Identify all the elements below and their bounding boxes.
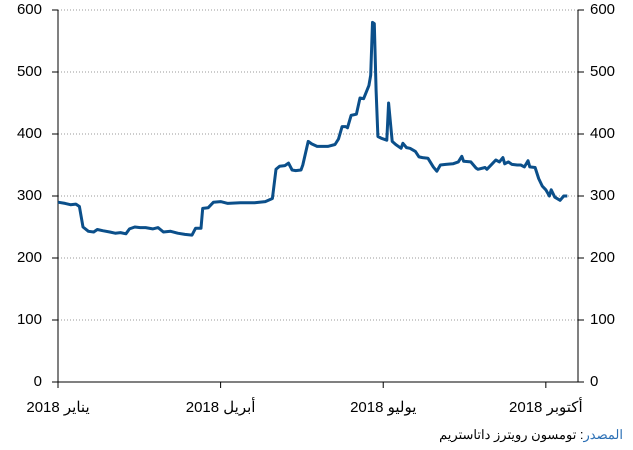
y-tick-label: 500 (17, 63, 42, 80)
line (57, 20, 568, 237)
source: المصدر: تومسون رويترز داتاستريم (439, 427, 623, 443)
y2-tick-label: 500 (590, 63, 615, 80)
y2-tick-label: 0 (590, 373, 598, 390)
y-tick-label: 300 (17, 187, 42, 204)
x-tick-label: يوليو 2018 (350, 399, 416, 416)
y2-tick-label: 600 (590, 1, 615, 18)
y2-tick-label: 100 (590, 311, 615, 328)
y-tick-label: 100 (17, 311, 42, 328)
chart: 0 100 200 300 400 500 600 0 100 200 300 400 500 600 ين… (17, 1, 615, 416)
y-tick-label: 400 (17, 125, 42, 142)
x-tick-label: أبريل 2018 (186, 397, 256, 416)
y2-tick-label: 300 (590, 187, 615, 204)
source-text: : تومسون رويترز داتاستريم (439, 427, 584, 442)
y-tick-label: 200 (17, 249, 42, 266)
source-label: المصدر (583, 427, 623, 442)
y2-tick-label: 400 (590, 125, 615, 142)
y2-tick-label: 200 (590, 249, 615, 266)
x-tick-label: يناير 2018 (26, 399, 89, 416)
x-tick-label: أكتوبر 2018 (509, 397, 583, 416)
y-tick-label: 0 (34, 373, 42, 390)
y-tick-label: 600 (17, 1, 42, 18)
